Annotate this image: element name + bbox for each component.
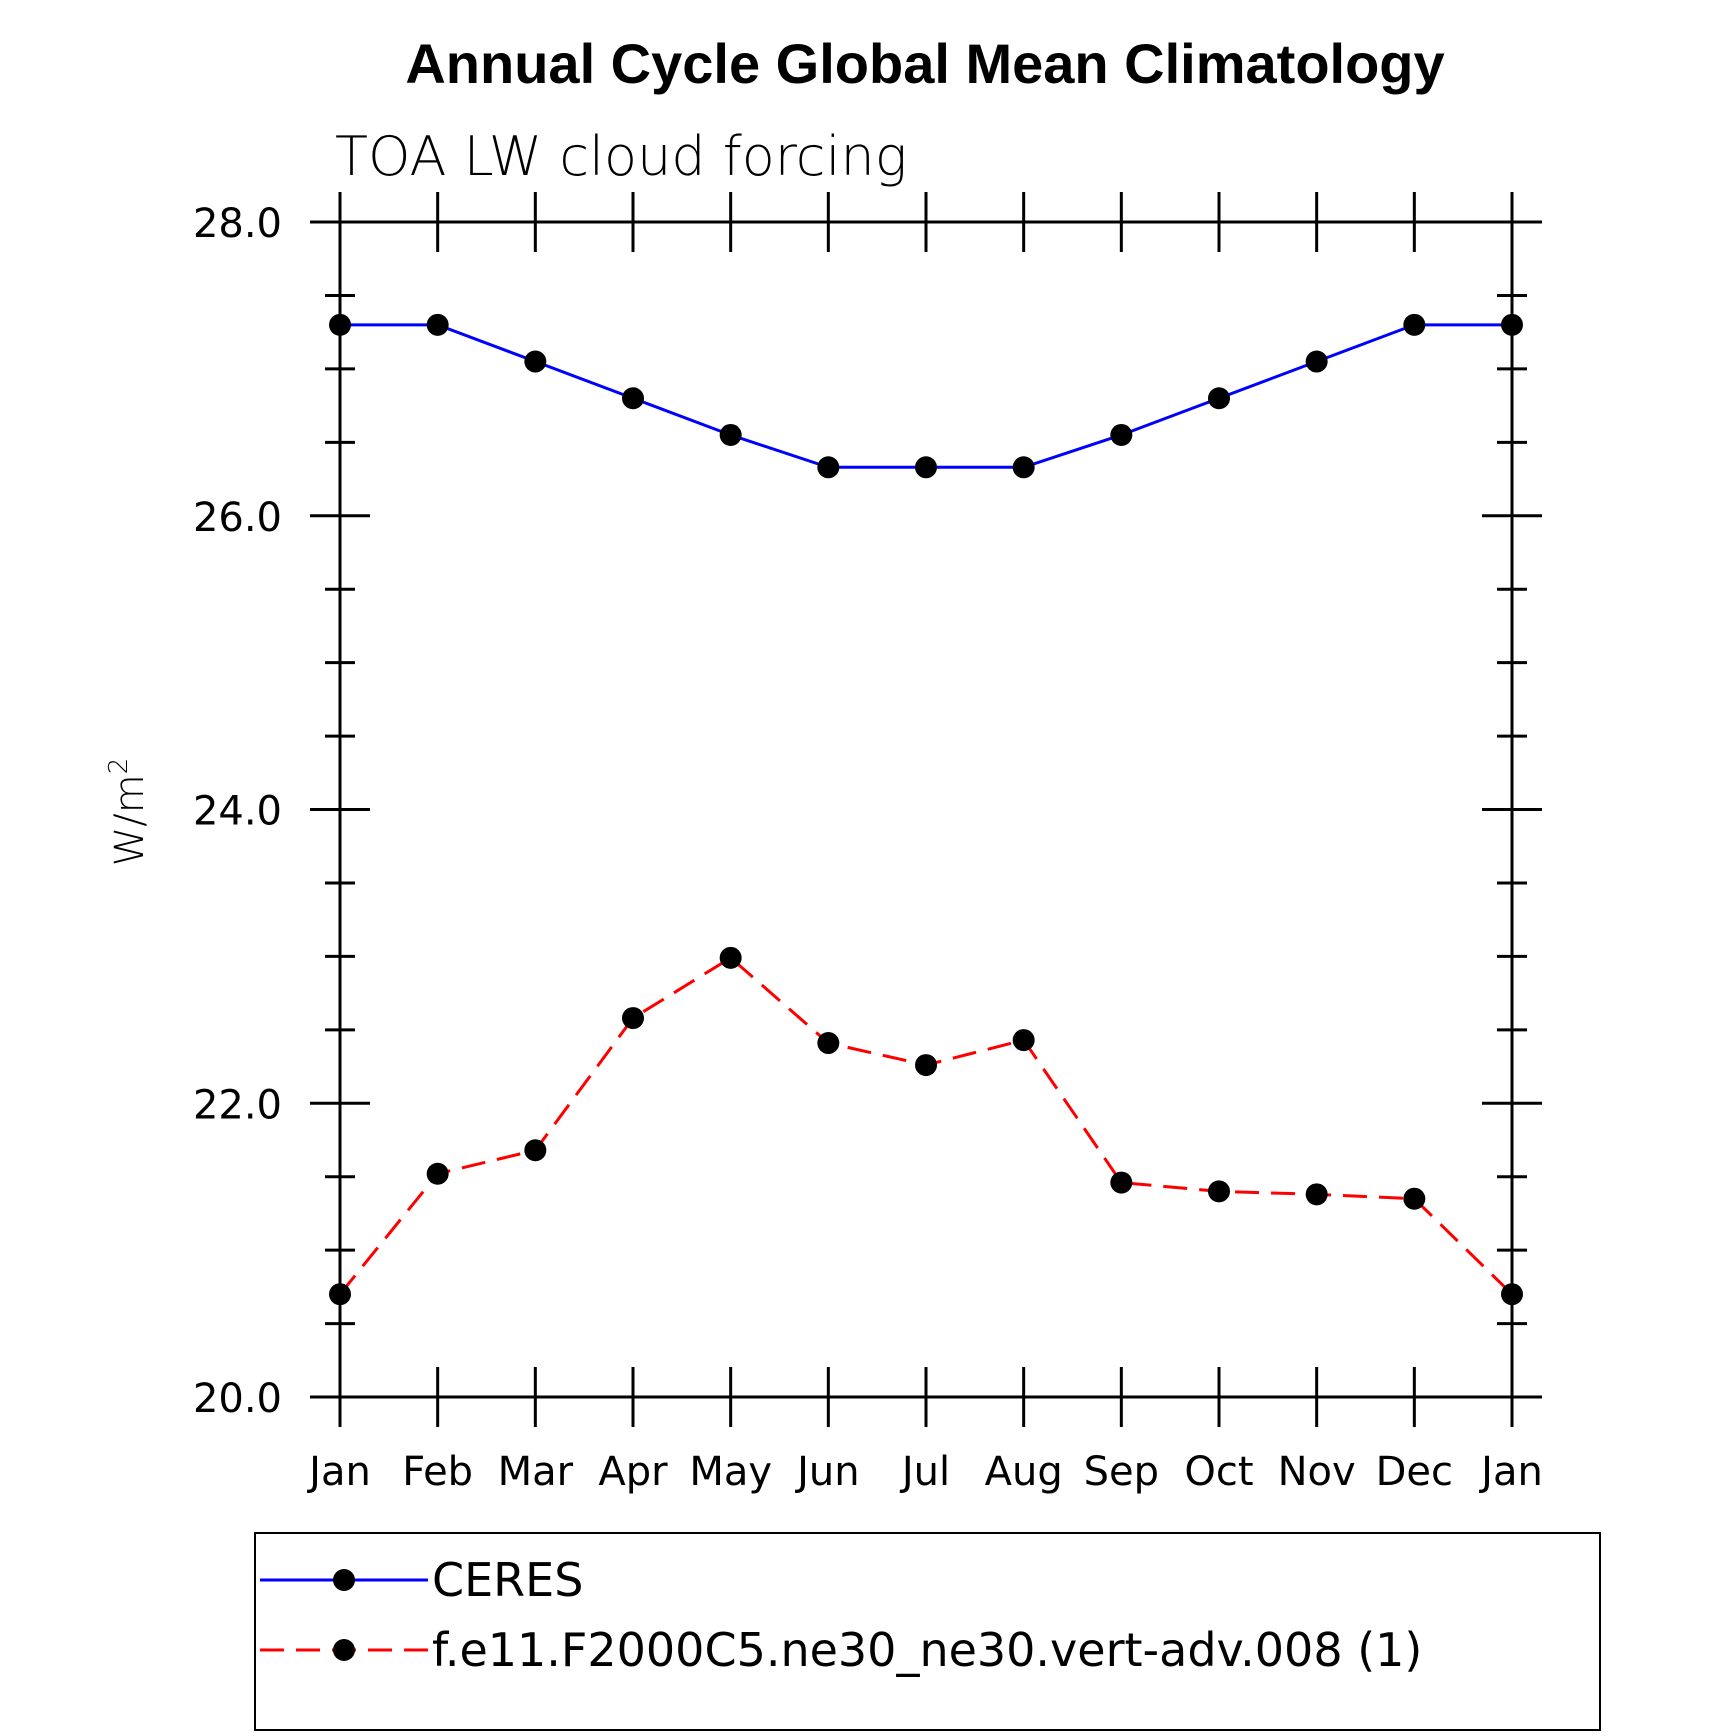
data-point <box>426 1162 449 1185</box>
x-tick-label: Oct <box>1184 1449 1253 1495</box>
x-tick-label: May <box>689 1449 772 1495</box>
y-tick-labels: 20.0 22.0 24.0 26.0 28.0 <box>193 201 282 1422</box>
data-point <box>1208 387 1230 410</box>
axis-ticks <box>310 192 1542 1427</box>
data-point <box>1012 1029 1035 1052</box>
data-point <box>1305 1183 1328 1206</box>
plot-frame <box>338 220 1514 1399</box>
y-axis-label: W/m2 <box>104 758 153 867</box>
series-line-1 <box>338 955 1514 1296</box>
data-point <box>719 423 742 446</box>
chart-title: Annual Cycle Global Mean Climatology <box>405 32 1444 95</box>
chart-subtitle: TOA LW cloud forcing <box>335 125 907 188</box>
x-tick-label: Mar <box>498 1449 574 1495</box>
legend-label-1: f.e11.F2000C5.ne30_ne30.vert-adv.008 (1) <box>432 1623 1422 1677</box>
legend-label-0: CERES <box>432 1553 583 1607</box>
legend-marker-0 <box>333 1569 355 1591</box>
svg-text:W/m2: W/m2 <box>104 758 153 867</box>
x-tick-label: Feb <box>402 1449 473 1495</box>
x-tick-label: Jun <box>794 1449 860 1495</box>
data-point <box>1110 423 1133 446</box>
x-tick-label: Sep <box>1084 1449 1159 1495</box>
data-point <box>426 313 449 336</box>
x-tick-label: Jul <box>899 1449 950 1495</box>
y-tick-label: 26.0 <box>193 495 282 541</box>
y-axis-label-text: W/m <box>107 774 153 866</box>
y-tick-label: 28.0 <box>193 201 282 247</box>
data-point <box>719 946 742 969</box>
x-tick-label: Dec <box>1376 1449 1453 1495</box>
legend: CERES f.e11.F2000C5.ne30_ne30.vert-adv.00… <box>254 1532 1601 1731</box>
x-tick-label: Nov <box>1278 1449 1356 1495</box>
series-line-0 <box>340 323 1512 469</box>
y-axis-label-superscript: 2 <box>104 758 134 775</box>
legend-marker-1 <box>333 1639 355 1661</box>
data-point <box>622 387 644 410</box>
y-tick-label: 22.0 <box>193 1082 282 1128</box>
x-tick-labels: Jan Feb Mar Apr May Jun Jul Aug Sep Oct Nov Dec Jan <box>306 1449 1543 1495</box>
legend-entries: CERES f.e11.F2000C5.ne30_ne30.vert-adv.00… <box>260 1553 1422 1677</box>
x-tick-label: Aug <box>985 1449 1063 1495</box>
x-tick-label: Jan <box>306 1449 371 1495</box>
x-tick-label: Apr <box>598 1449 668 1495</box>
data-point <box>1403 1187 1426 1210</box>
data-point <box>915 1054 937 1077</box>
data-point <box>622 1007 644 1030</box>
data-point <box>1110 1171 1133 1194</box>
data-point <box>1305 350 1328 373</box>
data-point <box>1208 1180 1230 1203</box>
y-tick-label: 24.0 <box>193 789 282 835</box>
data-point <box>915 456 937 479</box>
data-point <box>524 1139 547 1162</box>
data-point <box>817 1032 840 1055</box>
data-point <box>817 456 840 479</box>
data-series <box>329 313 1523 1306</box>
data-point <box>524 350 547 373</box>
data-point <box>1403 313 1426 336</box>
x-tick-label: Jan <box>1478 1449 1543 1495</box>
legend-box <box>254 1532 1601 1731</box>
y-tick-label: 20.0 <box>193 1376 282 1422</box>
data-point <box>1012 456 1035 479</box>
